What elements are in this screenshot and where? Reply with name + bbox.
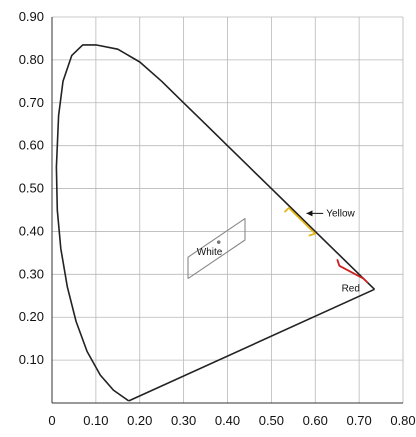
annotation-arrow-head (306, 210, 313, 217)
x-tick-label: 0 (48, 413, 55, 428)
yellow-region (283, 206, 317, 237)
y-tick-label: 0.60 (19, 138, 44, 153)
annotation-label: Red (342, 283, 360, 294)
y-tick-label: 0.40 (19, 223, 44, 238)
annotation-label: Yellow (326, 208, 355, 219)
y-tick-label: 0.20 (19, 309, 44, 324)
y-tick-label: 0.90 (19, 9, 44, 24)
y-tick-label: 0.70 (19, 95, 44, 110)
annotation-label: White (197, 247, 223, 258)
x-tick-label: 0.70 (346, 413, 371, 428)
red-region (336, 259, 369, 284)
series-layer (55, 44, 376, 402)
purple-line (128, 288, 375, 402)
x-tick-label: 0.30 (171, 413, 196, 428)
x-tick-label: 0.20 (127, 413, 152, 428)
axes: 0 0.10 0.20 0.30 0.40 0.50 0.60 0.70 0.80 0.10 0.2… (19, 9, 416, 428)
x-tick-label: 0.40 (215, 413, 240, 428)
x-tick-label: 0.80 (390, 413, 415, 428)
white-point-marker (216, 240, 221, 244)
y-tick-label: 0.80 (19, 52, 44, 67)
x-tick-label: 0.60 (303, 413, 328, 428)
y-tick-label: 0.10 (19, 352, 44, 367)
y-tick-label: 0.50 (19, 181, 44, 196)
annotations: White Yellow Red (197, 208, 360, 294)
white-region (187, 218, 246, 280)
x-tick-label: 0.10 (83, 413, 108, 428)
y-tick-label: 0.30 (19, 266, 44, 281)
x-tick-label: 0.50 (259, 413, 284, 428)
spectral-locus (55, 44, 376, 402)
